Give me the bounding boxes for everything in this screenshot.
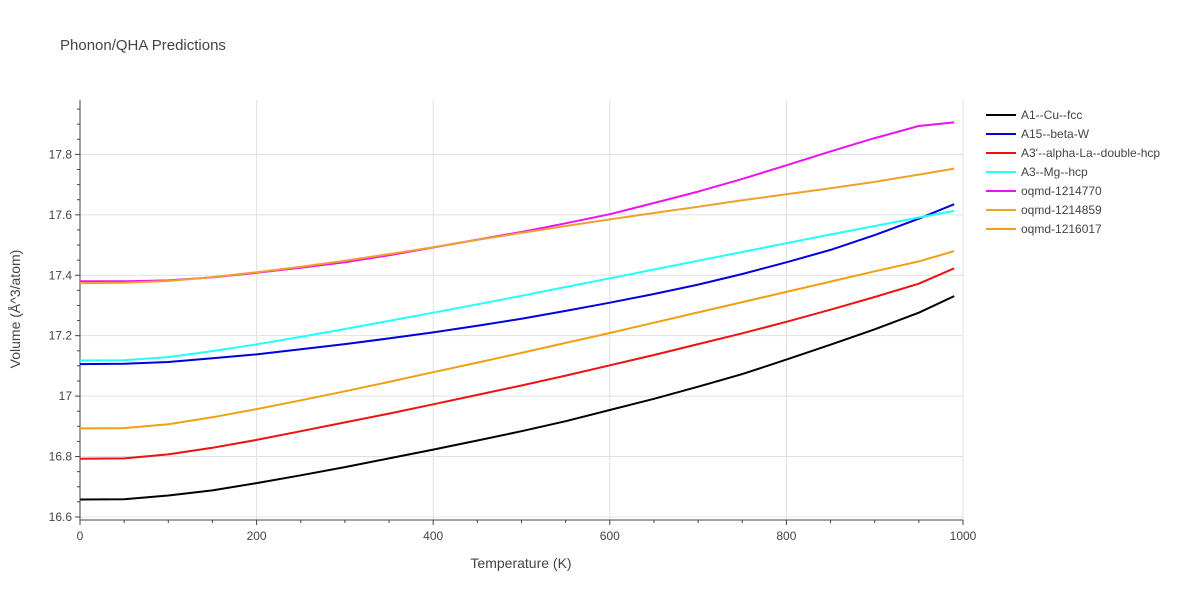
x-tick-label: 200 [247,529,267,543]
y-tick-label: 17 [59,389,73,403]
legend-item[interactable]: oqmd-1214859 [986,203,1102,217]
x-tick-label: 600 [600,529,620,543]
series-line [79,203,955,366]
y-tick-label: 17.2 [49,329,73,343]
series-line [79,295,955,501]
axes [75,100,964,525]
grid [80,100,964,520]
y-tick-label: 17.4 [49,268,73,282]
legend-label: A3'--alpha-La--double-hcp [1021,146,1160,160]
x-tick-label: 1000 [950,529,977,543]
x-tick-label: 400 [423,529,443,543]
legend-item[interactable]: A3--Mg--hcp [986,165,1088,179]
legend-item[interactable]: oqmd-1214770 [986,184,1102,198]
chart-title: Phonon/QHA Predictions [60,37,226,54]
x-tick-label: 0 [77,529,84,543]
y-axis-title: Volume (Å^3/atom) [7,250,23,369]
x-tick-label: 800 [776,529,796,543]
legend-item[interactable]: oqmd-1216017 [986,222,1102,236]
y-tick-label: 16.8 [49,450,73,464]
legend-item[interactable]: A15--beta-W [986,127,1090,141]
legend-label: A15--beta-W [1021,127,1090,141]
series-line [79,250,955,430]
y-tick-label: 16.6 [49,510,73,524]
legend-label: oqmd-1214770 [1021,184,1102,198]
legend-label: A1--Cu--fcc [1021,108,1082,122]
series-lines [79,121,955,501]
legend-label: A3--Mg--hcp [1021,165,1088,179]
series-line [79,267,955,460]
y-tick-label: 17.8 [49,147,73,161]
y-tick-label: 17.6 [49,208,73,222]
x-axis-title: Temperature (K) [470,555,571,571]
series-line [79,209,955,362]
legend: A1--Cu--fcc A15--beta-W A3'--alpha-La--dou… [986,108,1160,236]
legend-label: oqmd-1216017 [1021,222,1102,236]
tick-labels: 0 200 400 600 800 1000 16.6 16.8 17 17.2 17.4 17.6 1… [49,147,977,543]
series-line [79,167,955,285]
legend-label: oqmd-1214859 [1021,203,1102,217]
legend-item[interactable]: A1--Cu--fcc [986,108,1082,122]
legend-item[interactable]: A3'--alpha-La--double-hcp [986,146,1160,160]
